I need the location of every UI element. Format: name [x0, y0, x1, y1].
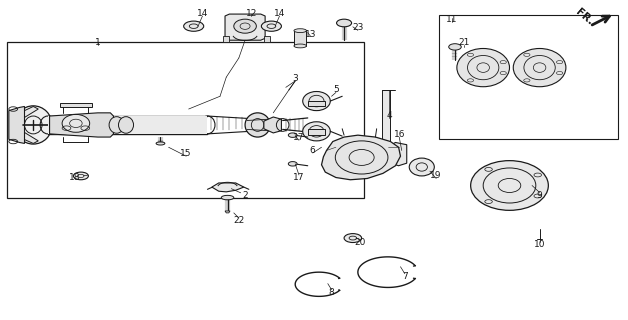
Circle shape — [449, 44, 461, 50]
Polygon shape — [60, 103, 92, 108]
Circle shape — [261, 21, 281, 31]
Circle shape — [288, 162, 297, 166]
Ellipse shape — [294, 44, 306, 48]
Text: 11: 11 — [446, 15, 458, 24]
Bar — [48, 116, 207, 134]
Text: 4: 4 — [386, 111, 392, 120]
Text: 21: 21 — [458, 38, 470, 47]
Polygon shape — [225, 211, 230, 213]
Text: 22: 22 — [233, 216, 244, 225]
Text: 14: 14 — [274, 9, 285, 18]
Text: 7: 7 — [402, 272, 408, 281]
Ellipse shape — [457, 49, 509, 87]
Bar — [308, 129, 325, 135]
Ellipse shape — [294, 29, 306, 33]
Text: 16: 16 — [394, 130, 405, 139]
Ellipse shape — [245, 113, 270, 137]
Text: 14: 14 — [197, 9, 208, 18]
Polygon shape — [322, 135, 401, 180]
Circle shape — [73, 172, 89, 180]
Ellipse shape — [156, 142, 165, 145]
Bar — [440, 15, 618, 139]
Bar — [7, 42, 364, 198]
Text: 13: 13 — [305, 30, 317, 39]
Text: 5: 5 — [333, 85, 339, 94]
Ellipse shape — [409, 158, 435, 176]
Text: 2: 2 — [242, 190, 248, 200]
Circle shape — [337, 19, 352, 27]
Text: 18: 18 — [69, 173, 80, 182]
Text: 23: 23 — [352, 23, 364, 32]
Polygon shape — [14, 131, 38, 143]
Text: FR.: FR. — [574, 7, 595, 27]
Ellipse shape — [119, 117, 134, 133]
Ellipse shape — [221, 196, 234, 200]
Text: 9: 9 — [537, 190, 543, 200]
Text: 20: 20 — [355, 238, 366, 247]
Bar — [223, 36, 229, 42]
Bar — [264, 36, 270, 42]
Polygon shape — [50, 113, 114, 137]
Text: 10: 10 — [534, 240, 545, 249]
Text: 12: 12 — [246, 9, 257, 18]
Ellipse shape — [14, 106, 52, 144]
Text: 1: 1 — [95, 38, 100, 47]
Polygon shape — [9, 107, 24, 143]
Ellipse shape — [303, 92, 330, 111]
Circle shape — [183, 21, 203, 31]
Circle shape — [344, 234, 362, 243]
Text: 8: 8 — [328, 288, 335, 297]
Polygon shape — [14, 107, 38, 119]
Text: 19: 19 — [430, 172, 442, 180]
Polygon shape — [264, 117, 281, 133]
Text: 17: 17 — [293, 173, 305, 182]
Circle shape — [288, 133, 297, 137]
Ellipse shape — [303, 122, 330, 141]
Ellipse shape — [513, 49, 566, 87]
Bar — [308, 101, 325, 107]
Text: 17: 17 — [293, 133, 305, 142]
Ellipse shape — [109, 117, 124, 133]
Polygon shape — [381, 142, 407, 166]
Ellipse shape — [234, 19, 256, 33]
Ellipse shape — [470, 161, 548, 210]
Polygon shape — [382, 90, 391, 145]
Polygon shape — [225, 14, 265, 40]
Ellipse shape — [62, 115, 90, 132]
Text: 3: 3 — [292, 74, 298, 83]
Polygon shape — [212, 183, 244, 192]
Text: 15: 15 — [180, 149, 192, 158]
Bar — [294, 31, 306, 46]
Text: 6: 6 — [310, 146, 316, 155]
